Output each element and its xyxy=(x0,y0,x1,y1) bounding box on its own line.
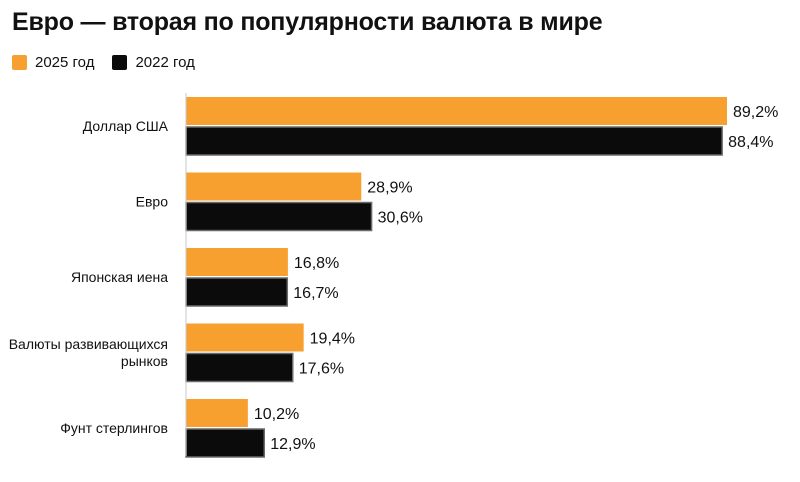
legend: 2025 год 2022 год xyxy=(12,54,213,71)
data-label-2025-2: 16,8% xyxy=(294,255,339,272)
bar-2022-0 xyxy=(185,126,723,156)
bar-2022-2 xyxy=(185,277,289,307)
bar-2022-3 xyxy=(185,352,294,383)
legend-item-2025: 2025 год xyxy=(12,54,94,71)
legend-item-2022: 2022 год xyxy=(112,54,195,71)
bar-2025-0 xyxy=(186,97,727,125)
category-label-2: Японская иена xyxy=(71,269,168,285)
data-label-2025-4: 10,2% xyxy=(254,406,299,423)
data-label-2022-4: 12,9% xyxy=(270,436,315,453)
data-label-2025-1: 28,9% xyxy=(367,180,412,197)
bar-2022-1 xyxy=(185,201,373,232)
data-label-2025-0: 89,2% xyxy=(733,104,778,121)
bar-2022-4 xyxy=(185,428,265,458)
legend-swatch-2022 xyxy=(112,55,128,70)
data-label-2022-3: 17,6% xyxy=(299,361,344,378)
category-label-4: Фунт стерлингов xyxy=(60,420,168,436)
category-label-1: Евро xyxy=(136,194,169,210)
bar-2025-1 xyxy=(186,172,362,201)
category-label-0: Доллар США xyxy=(83,118,169,134)
bar-2025-3 xyxy=(186,323,304,352)
data-label-2025-3: 19,4% xyxy=(310,331,355,348)
data-label-2022-2: 16,7% xyxy=(293,285,338,302)
category-label-3: Валюты развивающихся рынков xyxy=(9,336,168,369)
bar-2025-2 xyxy=(186,248,288,276)
data-label-2022-1: 30,6% xyxy=(378,210,423,227)
chart-title: Евро — вторая по популярности валюта в м… xyxy=(12,8,603,36)
legend-swatch-2025 xyxy=(12,55,27,70)
legend-label-2022: 2022 год xyxy=(135,54,195,71)
bar-2025-4 xyxy=(186,399,248,427)
legend-label-2025: 2025 год xyxy=(35,54,95,71)
data-label-2022-0: 88,4% xyxy=(728,134,773,151)
